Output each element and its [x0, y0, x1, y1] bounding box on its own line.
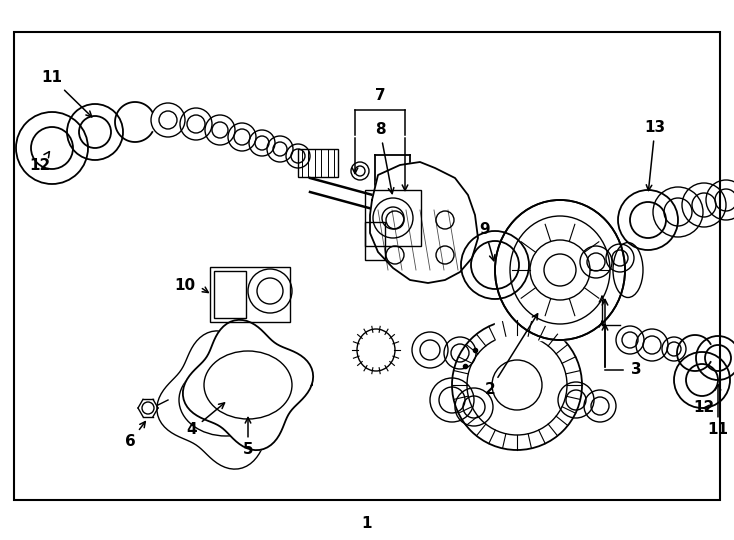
Text: 10: 10 — [174, 278, 195, 293]
Text: 7: 7 — [374, 87, 385, 103]
Text: 1: 1 — [362, 516, 372, 530]
Polygon shape — [495, 200, 625, 340]
Text: 13: 13 — [644, 120, 666, 191]
Bar — [365, 190, 421, 246]
Text: 5: 5 — [243, 417, 253, 457]
Text: 8: 8 — [374, 123, 394, 194]
Text: 9: 9 — [480, 222, 495, 261]
Text: 2: 2 — [484, 314, 537, 397]
Text: 12: 12 — [694, 401, 715, 415]
Text: 3: 3 — [631, 362, 642, 377]
Text: 12: 12 — [29, 152, 51, 172]
Text: 11: 11 — [708, 384, 729, 437]
Polygon shape — [183, 320, 313, 450]
Polygon shape — [370, 162, 478, 283]
Bar — [365, 222, 385, 260]
Text: 4: 4 — [186, 403, 225, 437]
Bar — [214, 271, 246, 318]
Bar — [210, 267, 290, 322]
Text: 6: 6 — [125, 422, 145, 449]
Text: 11: 11 — [42, 71, 92, 117]
Bar — [298, 149, 338, 177]
Bar — [14, 32, 720, 500]
